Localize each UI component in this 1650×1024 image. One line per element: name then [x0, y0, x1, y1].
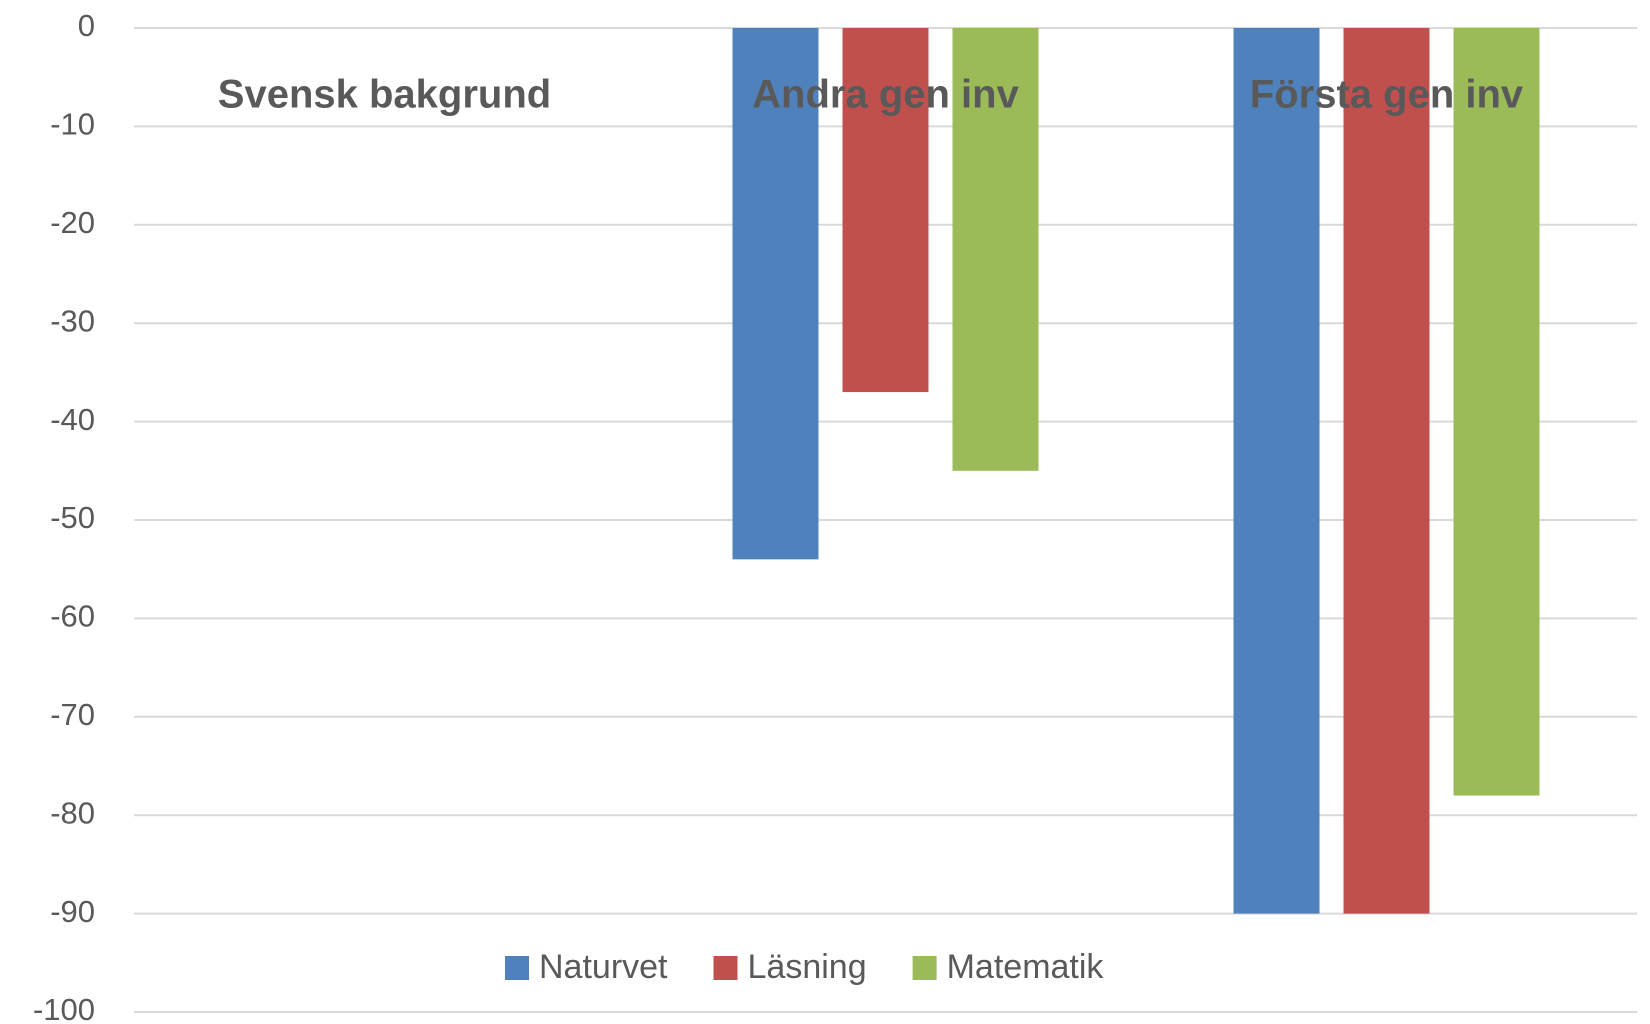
category-label: Andra gen inv	[752, 73, 1019, 117]
y-tick-label: -100	[33, 992, 95, 1024]
legend-label: Matematik	[947, 948, 1105, 986]
y-tick-label: -70	[50, 697, 95, 732]
bar	[1233, 28, 1320, 914]
legend-swatch	[713, 956, 738, 980]
y-tick-label: -10	[50, 107, 95, 142]
y-tick-label: -80	[50, 795, 95, 830]
y-tick-label: -90	[50, 894, 95, 929]
y-tick-label: -50	[50, 500, 95, 535]
bar	[732, 28, 819, 560]
y-tick-label: -30	[50, 303, 95, 338]
y-tick-label: 0	[78, 8, 95, 43]
legend-swatch	[505, 956, 529, 980]
legend-swatch	[912, 956, 937, 980]
bar	[952, 28, 1039, 471]
bar	[1343, 28, 1430, 914]
bar	[1453, 28, 1540, 796]
category-label: Första gen inv	[1250, 73, 1524, 117]
legend-label: Läsning	[748, 948, 867, 986]
y-tick-label: -60	[50, 599, 95, 634]
bar	[842, 28, 929, 393]
legend-label: Naturvet	[539, 948, 668, 986]
y-tick-label: -40	[50, 402, 95, 437]
y-tick-label: -20	[50, 205, 95, 240]
category-label: Svensk bakgrund	[218, 73, 551, 117]
